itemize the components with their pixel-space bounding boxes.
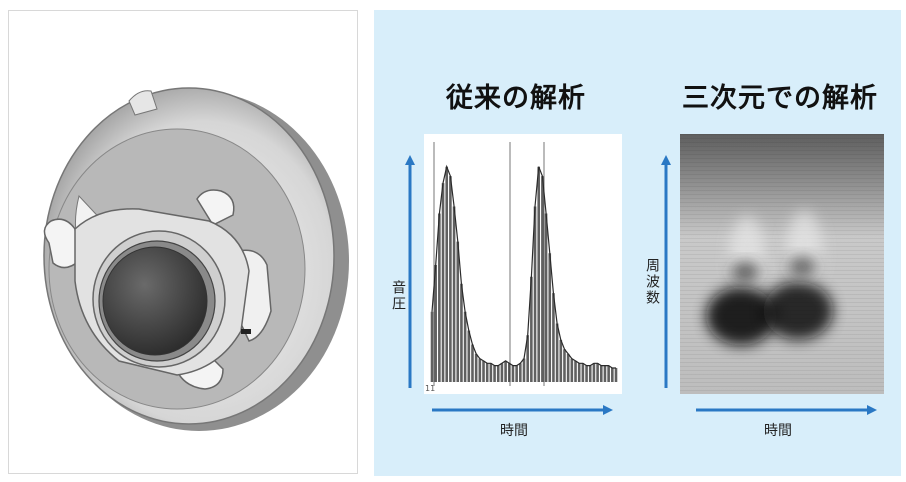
device-illustration-panel bbox=[8, 10, 358, 474]
time-axis-label-left: 時間 bbox=[500, 423, 528, 439]
origin-tick-label: 11 bbox=[425, 384, 435, 393]
sound-pressure-axis-label: 音圧 bbox=[390, 280, 406, 312]
spectrogram-blob-upper bbox=[731, 262, 760, 282]
spectrogram-blobs bbox=[706, 210, 834, 346]
spectrogram-plume bbox=[729, 216, 766, 296]
waveform-plot: 11 bbox=[424, 134, 622, 394]
spectrogram-blob bbox=[706, 286, 777, 346]
spectrogram-blob bbox=[763, 281, 834, 340]
disc-device-illustration bbox=[43, 87, 349, 431]
conventional-analysis-title: 従来の解析 bbox=[446, 83, 586, 114]
analysis-comparison-panel: 従来の解析 三次元での解析 11 bbox=[374, 10, 901, 476]
spectrogram-blob-upper bbox=[788, 256, 817, 277]
waveform-series bbox=[430, 164, 618, 382]
spectrogram-plot bbox=[680, 134, 884, 394]
frequency-axis-label: 周波数 bbox=[644, 258, 660, 306]
time-axis-label-right: 時間 bbox=[764, 423, 792, 439]
spectrogram-plume bbox=[786, 210, 823, 291]
three-dimensional-analysis-title: 三次元での解析 bbox=[682, 83, 878, 114]
